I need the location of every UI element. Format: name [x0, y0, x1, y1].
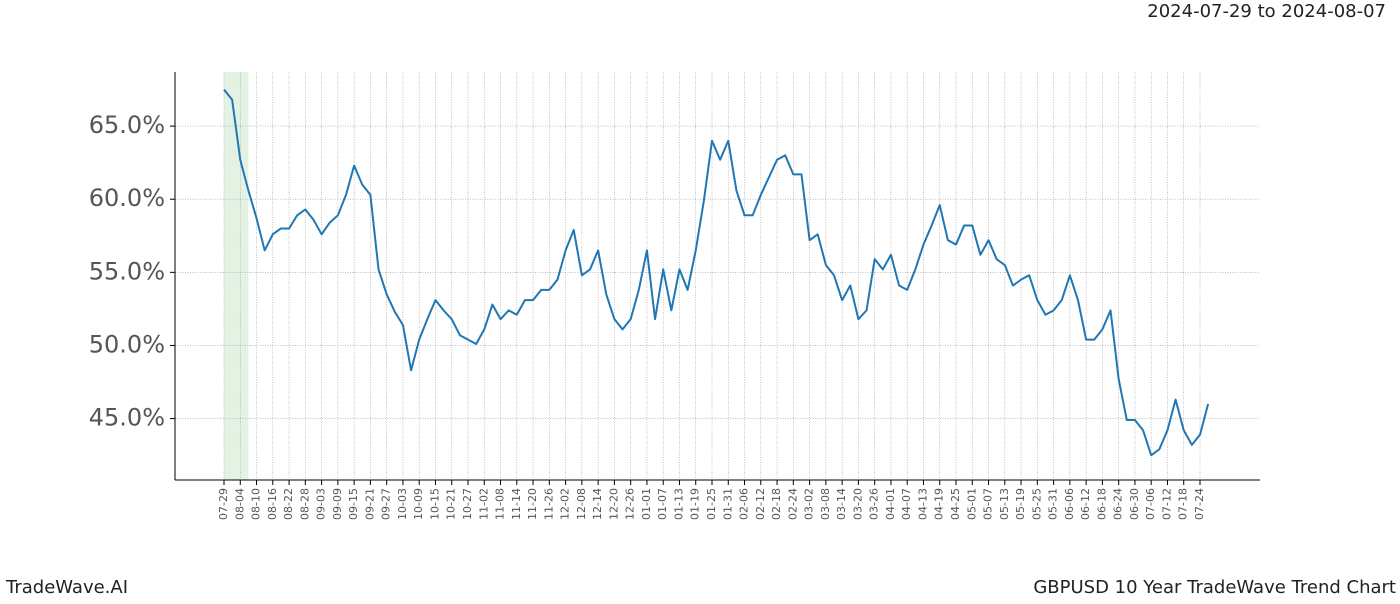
- x-tick-label: 04-01: [884, 488, 897, 520]
- x-tick-label: 06-18: [1095, 488, 1108, 520]
- x-tick-label: 01-01: [640, 488, 653, 520]
- x-tick-label: 01-07: [656, 488, 669, 520]
- x-tick-label: 11-26: [542, 488, 555, 520]
- x-tick-label: 04-13: [916, 488, 929, 520]
- x-tick-label: 05-19: [1014, 488, 1027, 520]
- x-tick-label: 11-08: [494, 488, 507, 520]
- x-tick-label: 02-06: [738, 488, 751, 520]
- x-tick-label: 06-12: [1079, 488, 1092, 520]
- x-tick-label: 03-14: [835, 488, 848, 520]
- x-tick-label: 06-24: [1112, 488, 1125, 520]
- x-tick-label: 10-21: [445, 488, 458, 520]
- brand: TradeWave.AI: [5, 577, 128, 598]
- x-tick-label: 03-20: [851, 488, 864, 520]
- x-tick-label: 09-09: [331, 488, 344, 520]
- x-tick-label: 11-20: [526, 488, 539, 520]
- x-tick-label: 08-28: [298, 488, 311, 520]
- x-tick-label: 01-19: [689, 488, 702, 520]
- x-tick-label: 12-08: [575, 488, 588, 520]
- x-tick-label: 03-26: [868, 488, 881, 520]
- x-tick-label: 03-02: [803, 488, 816, 520]
- x-tick-label: 12-20: [607, 488, 620, 520]
- y-tick-label: 60.0%: [89, 184, 165, 212]
- x-tick-label: 11-14: [510, 488, 523, 520]
- chart-title: GBPUSD 10 Year TradeWave Trend Chart: [1033, 577, 1396, 598]
- x-tick-label: 02-12: [754, 488, 767, 520]
- x-tick-label: 09-15: [347, 488, 360, 520]
- x-tick-label: 03-08: [819, 488, 832, 520]
- x-tick-label: 05-25: [1030, 488, 1043, 520]
- highlight-span: [224, 72, 249, 480]
- x-tick-label: 12-26: [624, 488, 637, 520]
- x-tick-label: 05-07: [982, 488, 995, 520]
- x-tick-label: 04-25: [949, 488, 962, 520]
- y-tick-label: 45.0%: [89, 404, 165, 432]
- x-tick-label: 01-31: [721, 488, 734, 520]
- x-tick-label: 07-18: [1177, 488, 1190, 520]
- x-tick-label: 10-15: [428, 488, 441, 520]
- x-tick-label: 05-31: [1047, 488, 1060, 520]
- x-tick-label: 08-22: [282, 488, 295, 520]
- y-tick-label: 65.0%: [89, 111, 165, 139]
- x-tick-label: 05-13: [998, 488, 1011, 520]
- x-tick-label: 02-24: [786, 488, 799, 520]
- x-tick-label: 09-21: [363, 488, 376, 520]
- x-tick-label: 10-27: [461, 488, 474, 520]
- x-tick-label: 10-09: [412, 488, 425, 520]
- x-tick-label: 11-02: [477, 488, 490, 520]
- x-tick-label: 10-03: [396, 488, 409, 520]
- x-tick-label: 05-01: [965, 488, 978, 520]
- x-tick-label: 02-18: [770, 488, 783, 520]
- date-range: 2024-07-29 to 2024-08-07: [1147, 1, 1386, 22]
- x-tick-label: 04-19: [933, 488, 946, 520]
- x-tick-label: 08-10: [250, 488, 263, 520]
- x-tick-label: 04-07: [900, 488, 913, 520]
- x-tick-label: 06-30: [1128, 488, 1141, 520]
- x-tick-label: 07-06: [1144, 488, 1157, 520]
- y-tick-label: 50.0%: [89, 330, 165, 358]
- x-tick-label: 09-03: [315, 488, 328, 520]
- x-tick-label: 12-14: [591, 488, 604, 520]
- trend-line: [223, 88, 1210, 457]
- x-tick-label: 12-02: [559, 488, 572, 520]
- x-tick-label: 01-25: [705, 488, 718, 520]
- x-tick-label: 07-12: [1160, 488, 1173, 520]
- x-tick-label: 07-29: [217, 488, 230, 520]
- x-tick-label: 08-04: [233, 488, 246, 520]
- x-tick-label: 08-16: [266, 488, 279, 520]
- x-tick-label: 09-27: [380, 488, 393, 520]
- x-tick-label: 01-13: [672, 488, 685, 520]
- x-tick-label: 07-24: [1193, 488, 1206, 520]
- y-tick-label: 55.0%: [89, 257, 165, 285]
- x-tick-label: 06-06: [1063, 488, 1076, 520]
